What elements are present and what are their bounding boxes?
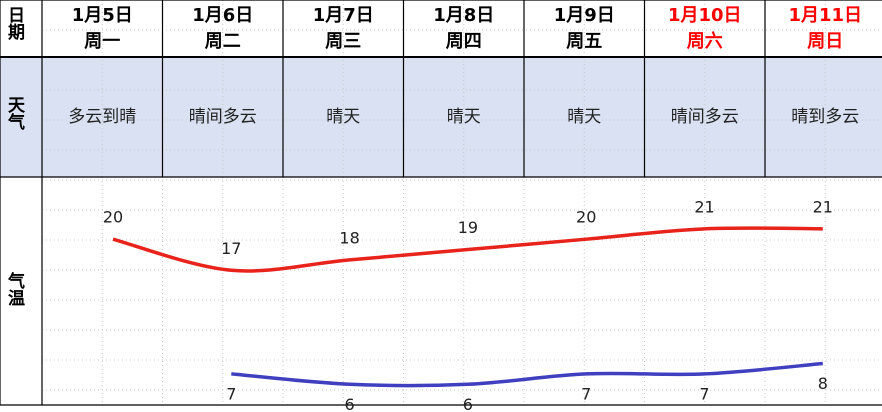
weather: 多云到晴 bbox=[68, 107, 136, 127]
date: 1月10日 bbox=[668, 5, 742, 26]
weather: 晴天 bbox=[447, 107, 481, 127]
data-label: 18 bbox=[339, 228, 359, 247]
data-label: 19 bbox=[458, 218, 478, 237]
data-label: 20 bbox=[576, 208, 596, 227]
data-label: 21 bbox=[694, 197, 714, 216]
weather-row-bg bbox=[0, 57, 882, 177]
date: 1月11日 bbox=[788, 5, 862, 26]
temperature-line bbox=[231, 361, 823, 388]
data-label: 21 bbox=[813, 197, 833, 216]
weekday: 周日 bbox=[807, 31, 843, 52]
weekday: 周一 bbox=[84, 31, 120, 52]
data-label: 7 bbox=[226, 384, 236, 403]
weather: 晴天 bbox=[326, 107, 360, 127]
data-label: 7 bbox=[699, 384, 709, 403]
data-label: 20 bbox=[103, 208, 123, 227]
data-label: 17 bbox=[221, 239, 241, 258]
temperature-line bbox=[112, 226, 823, 273]
cell-grid bbox=[42, 0, 882, 405]
date: 1月6日 bbox=[192, 5, 253, 26]
weekday: 周六 bbox=[687, 30, 723, 52]
weekday: 周五 bbox=[566, 31, 602, 52]
data-label: 6 bbox=[345, 395, 355, 412]
weekday: 周二 bbox=[205, 31, 241, 52]
weather: 晴到多云 bbox=[791, 107, 859, 127]
date: 1月7日 bbox=[313, 5, 374, 26]
weekday: 周四 bbox=[446, 31, 482, 52]
weekday: 周三 bbox=[325, 31, 361, 52]
date: 1月8日 bbox=[433, 5, 494, 26]
data-label: 7 bbox=[581, 384, 591, 403]
row-label: 天气 bbox=[4, 96, 26, 131]
data-label: 6 bbox=[463, 395, 473, 412]
row-label: 气温 bbox=[4, 271, 26, 306]
date: 1月5日 bbox=[72, 5, 133, 26]
row-label: 日期 bbox=[4, 6, 25, 41]
data-label: 8 bbox=[818, 374, 828, 393]
weather: 晴天 bbox=[567, 107, 601, 127]
weather: 晴间多云 bbox=[189, 107, 257, 127]
weather: 晴间多云 bbox=[671, 107, 739, 127]
date: 1月9日 bbox=[554, 5, 615, 26]
